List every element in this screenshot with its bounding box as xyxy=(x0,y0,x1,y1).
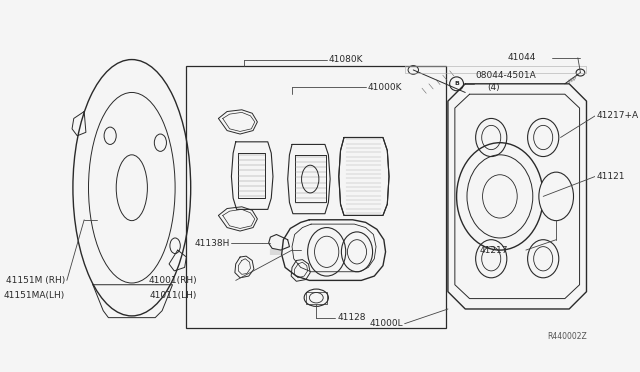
Text: 41000K: 41000K xyxy=(367,83,402,92)
Text: R440002Z: R440002Z xyxy=(548,332,588,341)
Text: 41138H: 41138H xyxy=(195,239,230,248)
Text: 41151M (RH): 41151M (RH) xyxy=(6,276,65,285)
Text: 41001(RH): 41001(RH) xyxy=(148,276,196,285)
Text: 41151MA(LH): 41151MA(LH) xyxy=(4,291,65,299)
Text: B: B xyxy=(454,81,459,86)
Text: (4): (4) xyxy=(487,83,500,92)
Text: 41044: 41044 xyxy=(508,53,536,62)
Text: 41217: 41217 xyxy=(480,246,509,254)
Text: 41121: 41121 xyxy=(597,172,625,181)
Text: 41011(LH): 41011(LH) xyxy=(149,291,196,299)
Text: 08044-4501A: 08044-4501A xyxy=(476,71,536,80)
Text: 41128: 41128 xyxy=(337,313,365,322)
Bar xyxy=(186,67,446,328)
Text: 41217+A: 41217+A xyxy=(597,111,639,121)
Text: 41000L: 41000L xyxy=(369,319,403,328)
Ellipse shape xyxy=(539,172,573,221)
Text: 41080K: 41080K xyxy=(328,55,363,64)
